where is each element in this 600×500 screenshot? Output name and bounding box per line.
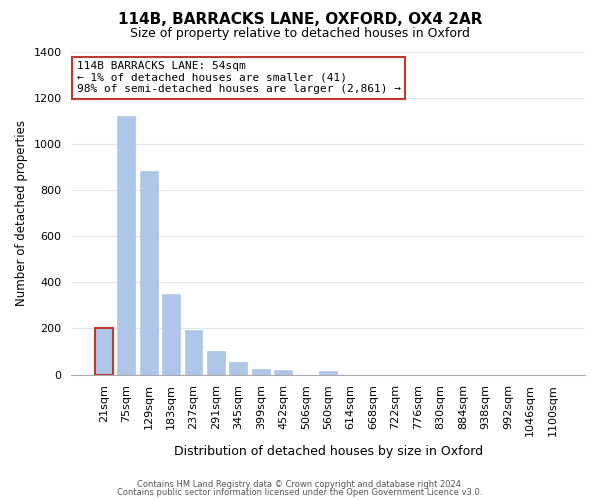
Text: Size of property relative to detached houses in Oxford: Size of property relative to detached ho…	[130, 28, 470, 40]
Text: Contains public sector information licensed under the Open Government Licence v3: Contains public sector information licen…	[118, 488, 482, 497]
Text: 114B BARRACKS LANE: 54sqm
← 1% of detached houses are smaller (41)
98% of semi-d: 114B BARRACKS LANE: 54sqm ← 1% of detach…	[77, 61, 401, 94]
Y-axis label: Number of detached properties: Number of detached properties	[15, 120, 28, 306]
Bar	[95, 328, 113, 374]
Text: 114B, BARRACKS LANE, OXFORD, OX4 2AR: 114B, BARRACKS LANE, OXFORD, OX4 2AR	[118, 12, 482, 28]
X-axis label: Distribution of detached houses by size in Oxford: Distribution of detached houses by size …	[173, 444, 483, 458]
Bar	[229, 362, 247, 374]
Bar	[140, 172, 158, 374]
Bar	[162, 294, 180, 374]
Bar	[185, 330, 202, 374]
Bar	[319, 371, 337, 374]
Bar	[117, 116, 135, 374]
Bar	[252, 369, 270, 374]
Bar	[207, 352, 225, 374]
Text: Contains HM Land Registry data © Crown copyright and database right 2024.: Contains HM Land Registry data © Crown c…	[137, 480, 463, 489]
Bar	[274, 370, 292, 374]
